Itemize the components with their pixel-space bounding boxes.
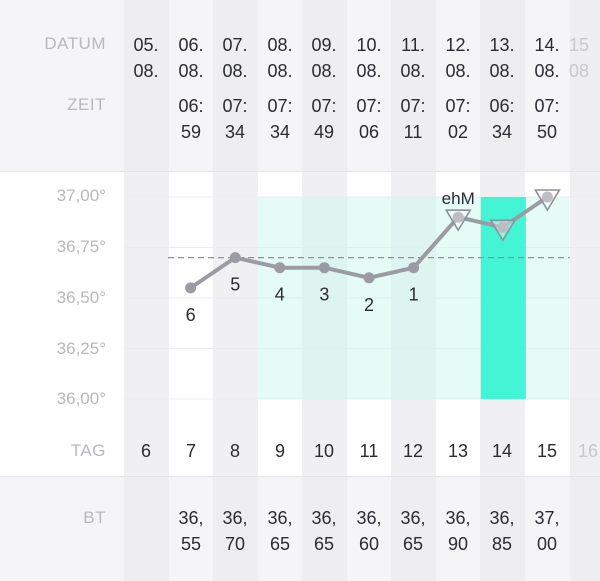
y-tick-label: 36,25° xyxy=(56,339,106,358)
datum-cell: 11. 08. xyxy=(400,35,426,81)
bt-cell: 37, 00 xyxy=(534,508,560,554)
tag-cell: 16 xyxy=(578,441,599,461)
datum-cell: 09. 08. xyxy=(311,35,337,81)
annotation-label: ehM xyxy=(442,189,475,208)
zeit-cell: 06: 59 xyxy=(178,96,204,142)
bt-cell: 36, 60 xyxy=(356,508,382,554)
zeit-label: ZEIT xyxy=(67,95,106,114)
y-tick-label: 36,75° xyxy=(56,237,106,256)
tag-cell: 14 xyxy=(491,441,513,461)
point-label: 6 xyxy=(186,305,196,325)
zeit-cell: 07: 11 xyxy=(400,96,426,142)
point-label: 3 xyxy=(319,285,329,305)
bt-label: BT xyxy=(83,508,106,527)
tag-cell: 8 xyxy=(229,441,240,461)
data-point xyxy=(497,221,509,233)
y-tick-label: 36,50° xyxy=(56,288,106,307)
datum-label: DATUM xyxy=(44,34,106,53)
point-label: 2 xyxy=(364,295,374,315)
divider xyxy=(0,476,600,477)
data-point xyxy=(363,272,375,284)
footer-band xyxy=(0,476,600,581)
datum-cell: 10. 08. xyxy=(356,35,382,81)
data-point xyxy=(318,262,330,274)
zeit-cell: 07: 06 xyxy=(356,96,382,142)
zeit-cell: 07: 34 xyxy=(222,96,248,142)
bt-cell: 36, 65 xyxy=(400,508,426,554)
point-label: 5 xyxy=(230,275,240,295)
bt-cell: 36, 85 xyxy=(489,508,515,554)
zeit-cell: 07: 34 xyxy=(267,96,293,142)
data-point xyxy=(408,262,420,274)
datum-cell: 14. 08. xyxy=(534,35,560,81)
y-tick-label: 37,00° xyxy=(56,186,106,205)
bt-cell: 36, 90 xyxy=(445,508,471,554)
bt-cell: 36, 65 xyxy=(267,508,293,554)
datum-cell: 12. 08. xyxy=(445,35,471,81)
datum-cell: 13. 08. xyxy=(489,35,515,81)
data-point xyxy=(229,252,241,264)
point-label: 4 xyxy=(275,285,285,305)
tag-cell: 13 xyxy=(447,441,469,461)
bt-cell: 36, 65 xyxy=(311,508,337,554)
data-point xyxy=(452,211,464,223)
zeit-cell: 06: 34 xyxy=(489,96,515,142)
data-point xyxy=(541,191,553,203)
tag-cell: 6 xyxy=(140,441,151,461)
tag-cell: 9 xyxy=(274,441,285,461)
triangle-marker xyxy=(489,219,517,242)
datum-cell: 08. 08. xyxy=(267,35,293,81)
tag-cell: 10 xyxy=(313,441,335,461)
datum-cell: 06. 08. xyxy=(178,35,204,81)
bt-cell: 36, 55 xyxy=(178,508,204,554)
zeit-cell: 07: 49 xyxy=(311,96,337,142)
zeit-cell: 07: 50 xyxy=(534,96,560,142)
tag-cell: 12 xyxy=(402,441,424,461)
triangle-marker xyxy=(444,209,472,232)
data-point xyxy=(274,262,286,274)
triangle-marker xyxy=(533,189,561,212)
divider xyxy=(0,171,600,172)
y-tick-label: 36,00° xyxy=(56,389,106,408)
datum-cell: 07. 08. xyxy=(222,35,248,81)
datum-cell: 15 08 xyxy=(569,35,590,81)
tag-cell: 7 xyxy=(185,441,196,461)
tag-cell: 15 xyxy=(536,441,558,461)
bt-cell: 36, 70 xyxy=(222,508,248,554)
point-label: 1 xyxy=(409,285,419,305)
datum-cell: 05. 08. xyxy=(133,35,159,81)
header-band xyxy=(0,0,600,172)
tag-label: TAG xyxy=(70,441,106,460)
zeit-cell: 07: 02 xyxy=(445,96,471,142)
data-point xyxy=(185,282,197,294)
tag-cell: 11 xyxy=(359,441,379,461)
